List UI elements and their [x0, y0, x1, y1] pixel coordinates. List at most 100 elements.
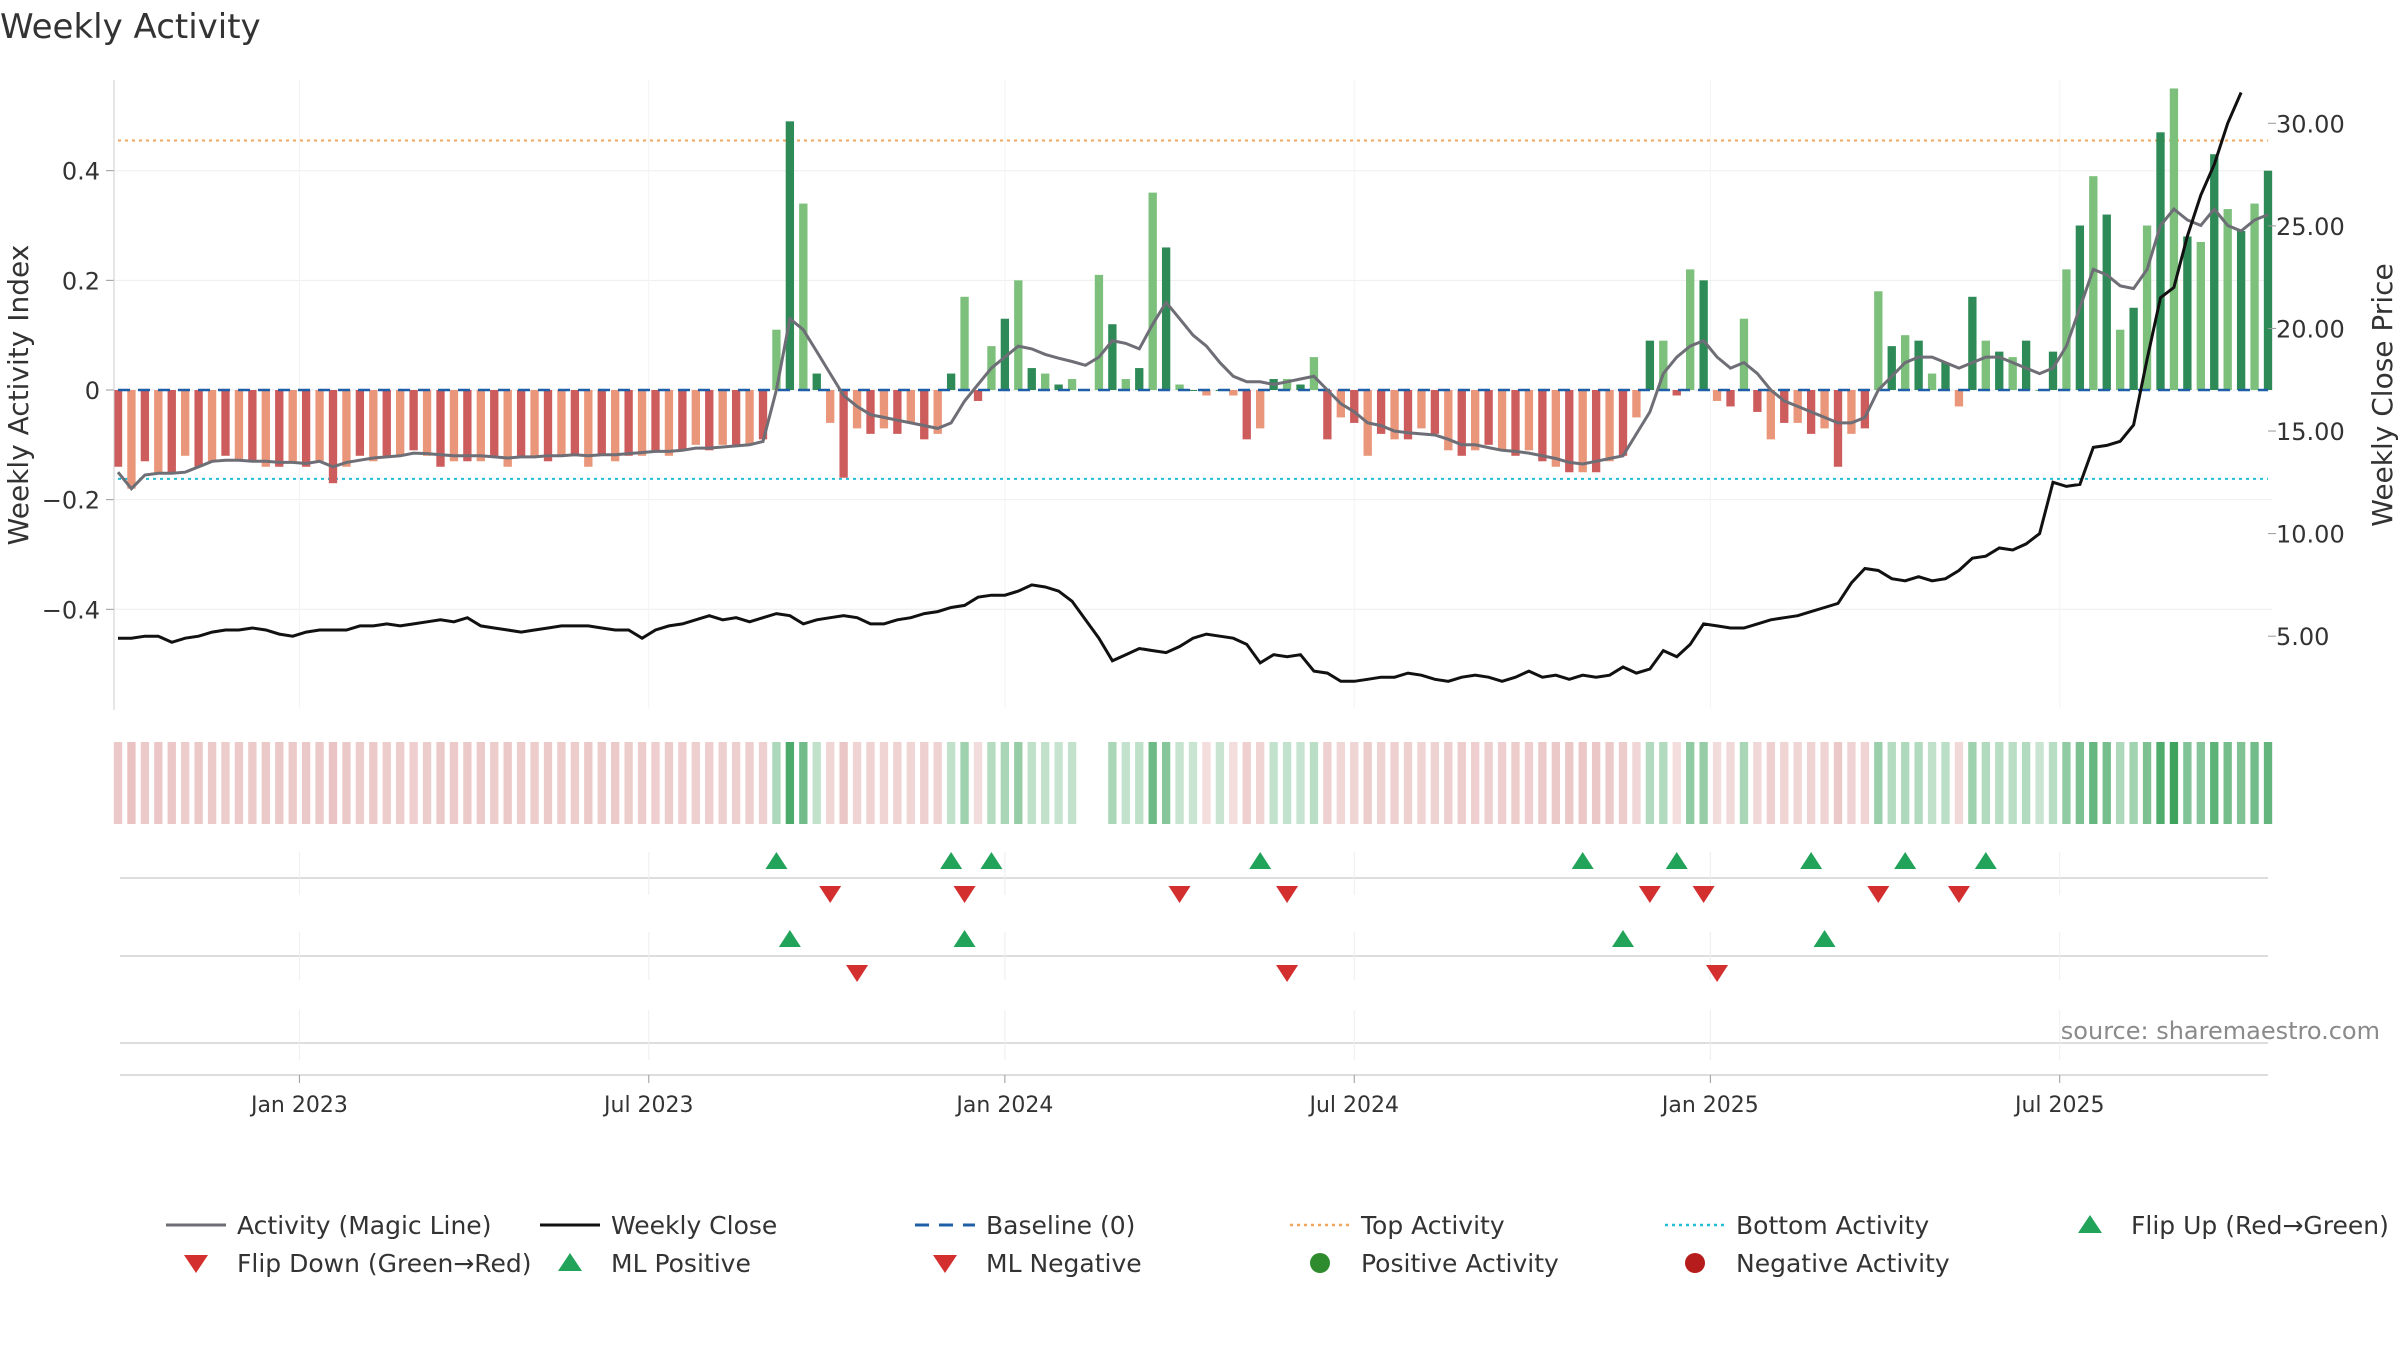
heat-strip-cell — [1968, 742, 1977, 824]
legend-label: Top Activity — [1360, 1211, 1505, 1240]
activity-bar — [328, 390, 338, 484]
activity-heat-strip — [113, 742, 2273, 824]
heat-strip-cell — [570, 742, 580, 824]
activity-bar — [1511, 390, 1520, 456]
legend-label: ML Negative — [986, 1249, 1142, 1278]
heat-strip-cell — [1887, 742, 1896, 824]
legend-item: Weekly Close — [540, 1211, 777, 1240]
heat-strip-cell — [1067, 742, 1077, 824]
heat-strip-cell — [1672, 742, 1681, 824]
flip-down-marker — [819, 886, 842, 903]
activity-bar — [2102, 214, 2111, 390]
heat-strip-cell — [1444, 742, 1453, 824]
heat-strip-cell — [355, 742, 365, 824]
flip-up-marker — [1571, 852, 1594, 869]
activity-bar — [1645, 340, 1655, 390]
heat-strip-cell — [839, 742, 848, 824]
heat-strip-cell — [140, 742, 150, 824]
activity-bar — [167, 390, 176, 473]
flip-up-marker — [980, 852, 1003, 869]
x-tick-label: Jan 2023 — [249, 1093, 348, 1118]
heat-strip-cell — [920, 742, 929, 824]
activity-bar — [678, 390, 687, 451]
heat-strip-cell — [718, 742, 727, 824]
heat-strip-cell — [543, 742, 553, 824]
heat-strip-cell — [2129, 742, 2138, 824]
heat-strip-cell — [1927, 742, 1937, 824]
activity-bar — [275, 390, 284, 467]
heat-strip-cell — [1229, 742, 1238, 824]
heat-strip-cell — [1350, 742, 1359, 824]
activity-bar — [2196, 241, 2205, 390]
heat-strip-cell — [1027, 742, 1036, 824]
activity-bar — [2156, 132, 2165, 390]
heat-strip-cell — [852, 742, 862, 824]
signal-rows — [120, 852, 2268, 1076]
legend-label: Bottom Activity — [1736, 1211, 1929, 1240]
activity-bar — [154, 390, 163, 473]
weekly-close-line — [118, 91, 2243, 683]
heat-strip-cell — [826, 742, 835, 824]
heat-strip-cell — [2263, 742, 2273, 824]
activity-bar — [1820, 390, 1829, 429]
activity-bar — [1686, 269, 1695, 390]
ml-positive-marker — [778, 930, 801, 947]
heat-strip-cell — [2196, 742, 2205, 824]
heat-strip-cell — [113, 742, 123, 824]
legend-swatch-circle — [1310, 1253, 1330, 1273]
activity-bar — [2223, 209, 2232, 390]
activity-bar — [422, 390, 432, 456]
activity-bar — [758, 390, 768, 440]
heat-strip-cell — [1860, 742, 1870, 824]
heat-strip-cell — [758, 742, 768, 824]
x-tick-label: Jul 2025 — [2013, 1093, 2105, 1118]
activity-bar — [1860, 390, 1870, 429]
heat-strip-cell — [1188, 742, 1198, 824]
heat-strip-cell — [906, 742, 915, 824]
heat-strip-cell — [1390, 742, 1399, 824]
heat-strip-cell — [154, 742, 163, 824]
heat-strip-cell — [1780, 742, 1789, 824]
heat-strip-cell — [745, 742, 754, 824]
heat-strip-cell — [2048, 742, 2058, 824]
heat-strip-cell — [1766, 742, 1775, 824]
heat-strip-cell — [731, 742, 741, 824]
legend-swatch-triangle-down — [933, 1255, 957, 1273]
legend-item: Top Activity — [1290, 1211, 1505, 1240]
heat-strip-cell — [1686, 742, 1695, 824]
activity-bar — [731, 390, 741, 445]
activity-bar — [2169, 88, 2179, 390]
heat-strip-cell — [1632, 742, 1641, 824]
activity-bar — [516, 390, 526, 456]
activity-bar — [2048, 351, 2058, 390]
heat-strip-cell — [1954, 742, 1964, 824]
activity-bar — [1094, 274, 1104, 390]
activity-bar — [1054, 384, 1063, 390]
heat-strip-cell — [1874, 742, 1883, 824]
flip-down-marker — [1638, 886, 1661, 903]
legend-item: Positive Activity — [1310, 1249, 1559, 1278]
activity-bar — [745, 390, 754, 445]
legend-label: Flip Down (Green→Red) — [237, 1249, 532, 1278]
heat-strip-cell — [2223, 742, 2232, 824]
activity-bar — [1256, 390, 1265, 429]
activity-bar — [342, 390, 351, 467]
activity-bar — [2008, 357, 2017, 390]
activity-bar — [113, 390, 123, 467]
activity-bar — [973, 390, 983, 401]
x-tick-label: Jan 2024 — [954, 1093, 1053, 1118]
activity-bar — [2116, 329, 2125, 390]
ml-positive-marker — [953, 930, 976, 947]
heat-strip-cell — [1806, 742, 1816, 824]
heat-strip-cell — [476, 742, 485, 824]
heat-strip-cell — [946, 742, 956, 824]
flip-up-marker — [1665, 852, 1688, 869]
activity-bar — [1605, 390, 1614, 462]
heat-strip-cell — [1820, 742, 1829, 824]
activity-bar — [1699, 280, 1708, 390]
x-tick-label: Jul 2023 — [602, 1093, 694, 1118]
legend-label: Negative Activity — [1736, 1249, 1950, 1278]
heat-strip-cell — [1833, 742, 1843, 824]
